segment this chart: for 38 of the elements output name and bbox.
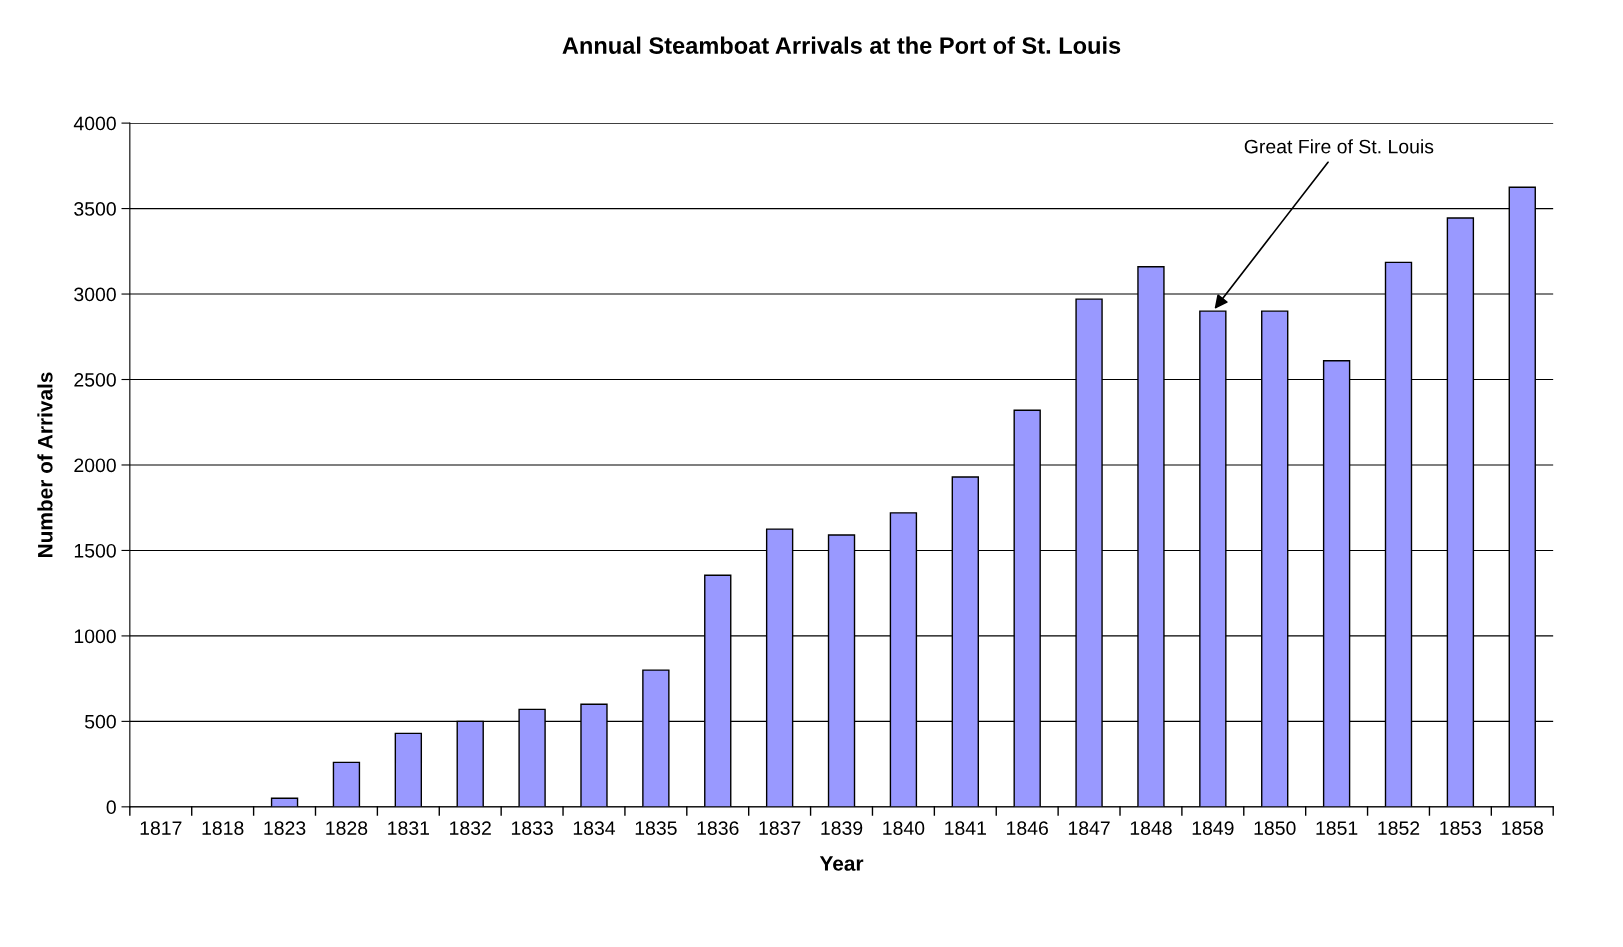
x-tick-label: 1831 xyxy=(388,821,430,836)
bar xyxy=(332,761,361,807)
x-tick-label: 1852 xyxy=(1378,821,1420,836)
x-tick-label: 1849 xyxy=(1192,821,1234,836)
y-tick-label: 3000 xyxy=(74,287,116,302)
x-axis-title: Year xyxy=(819,856,864,871)
x-tick-label: 1817 xyxy=(140,821,182,836)
x-tick-label: 1823 xyxy=(264,821,306,836)
x-tick-label: 1840 xyxy=(883,821,925,836)
bar xyxy=(394,732,423,807)
x-tick-label: 1846 xyxy=(1007,821,1048,836)
x-tick-label: 1834 xyxy=(573,821,616,836)
x-tick-label: 1837 xyxy=(759,821,801,836)
y-tick-label: 3500 xyxy=(74,202,116,216)
x-tick-label: 1850 xyxy=(1254,821,1296,836)
y-tick-label: 1500 xyxy=(74,543,116,558)
x-tick-label: 1851 xyxy=(1316,821,1358,836)
x-tick-label: 1836 xyxy=(697,821,739,836)
y-tick-label: 2000 xyxy=(74,458,116,473)
y-tick-label: 4000 xyxy=(73,116,116,131)
x-tick-label: 1847 xyxy=(1068,821,1110,836)
x-tick-label: 1833 xyxy=(511,821,553,836)
y-tick-label: 500 xyxy=(84,714,116,729)
x-tick-label: 1853 xyxy=(1440,821,1482,836)
x-tick-label: 1841 xyxy=(945,821,986,836)
y-tick-label: 1000 xyxy=(74,629,116,644)
y-tick-label: 2500 xyxy=(74,372,116,387)
x-tick-label: 1828 xyxy=(326,821,368,836)
x-tick-label: 1818 xyxy=(202,821,244,836)
x-tick-label: 1839 xyxy=(821,821,863,836)
x-tick-label: 1858 xyxy=(1502,821,1544,836)
x-tick-label: 1848 xyxy=(1130,821,1172,836)
x-tick-label: 1832 xyxy=(450,821,491,836)
y-axis-title: Number of Arrivals xyxy=(37,372,53,557)
chart-title: Annual Steamboat Arrivals at the Port of St. Louis xyxy=(562,36,1121,54)
annotation: Great Fire of St. Louis xyxy=(1244,139,1434,154)
y-tick-label: 0 xyxy=(106,800,116,815)
x-tick-label: 1835 xyxy=(635,821,677,836)
